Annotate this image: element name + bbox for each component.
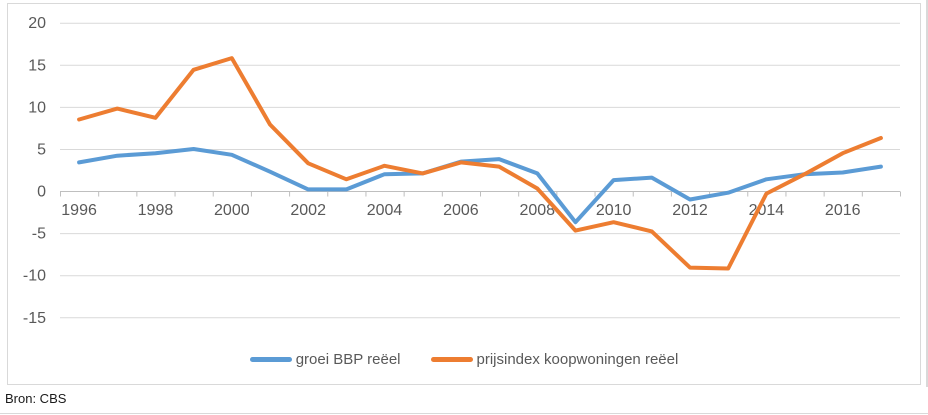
y-tick-label: -15 xyxy=(23,310,46,327)
x-tick-label: 1996 xyxy=(61,202,97,219)
legend-label: prijsindex koopwoningen reëel xyxy=(476,350,679,368)
x-tick-label: 2004 xyxy=(367,202,403,219)
right-edge-line xyxy=(926,0,928,387)
x-tick-label: 2008 xyxy=(519,202,555,219)
x-tick-label: 2000 xyxy=(214,202,250,219)
y-tick-label: 5 xyxy=(37,141,46,158)
x-tick-label: 2006 xyxy=(443,202,479,219)
line-chart: 20 15 10 5 0 -5 -10 -15 1996 1998 2000 2002 2004 2006… xyxy=(23,15,901,327)
x-tick-label: 2012 xyxy=(672,202,708,219)
legend-label: groei BBP reëel xyxy=(295,350,401,368)
x-tick-label: 2016 xyxy=(825,202,861,219)
source-note: Bron: CBS xyxy=(5,391,67,406)
y-tick-label: -5 xyxy=(32,226,46,243)
y-tick-label: 10 xyxy=(28,99,46,116)
line-prijsindex-koopwoningen-re-el xyxy=(77,56,883,271)
legend-swatch-prijsindex-koopwoningen-re-el xyxy=(430,356,473,362)
y-tick-label: 20 xyxy=(28,15,46,32)
chart-legend: groei BBP reëel prijsindex koopwoningen r… xyxy=(7,349,921,369)
legend-item-groei-bbp-re-el: groei BBP reëel xyxy=(249,350,401,368)
x-tick-label: 1998 xyxy=(138,202,174,219)
x-tick-label: 2002 xyxy=(290,202,326,219)
line-groei-bbp-re-el xyxy=(77,147,883,225)
x-tick-label: 2010 xyxy=(596,202,632,219)
bottom-divider xyxy=(0,413,928,414)
legend-swatch-groei-bbp-re-el xyxy=(249,356,292,362)
y-tick-label: -10 xyxy=(23,268,46,285)
legend-item-prijsindex-koopwoningen-re-el: prijsindex koopwoningen reëel xyxy=(430,350,679,368)
y-tick-label: 15 xyxy=(28,57,46,74)
y-tick-label: 0 xyxy=(37,184,46,201)
